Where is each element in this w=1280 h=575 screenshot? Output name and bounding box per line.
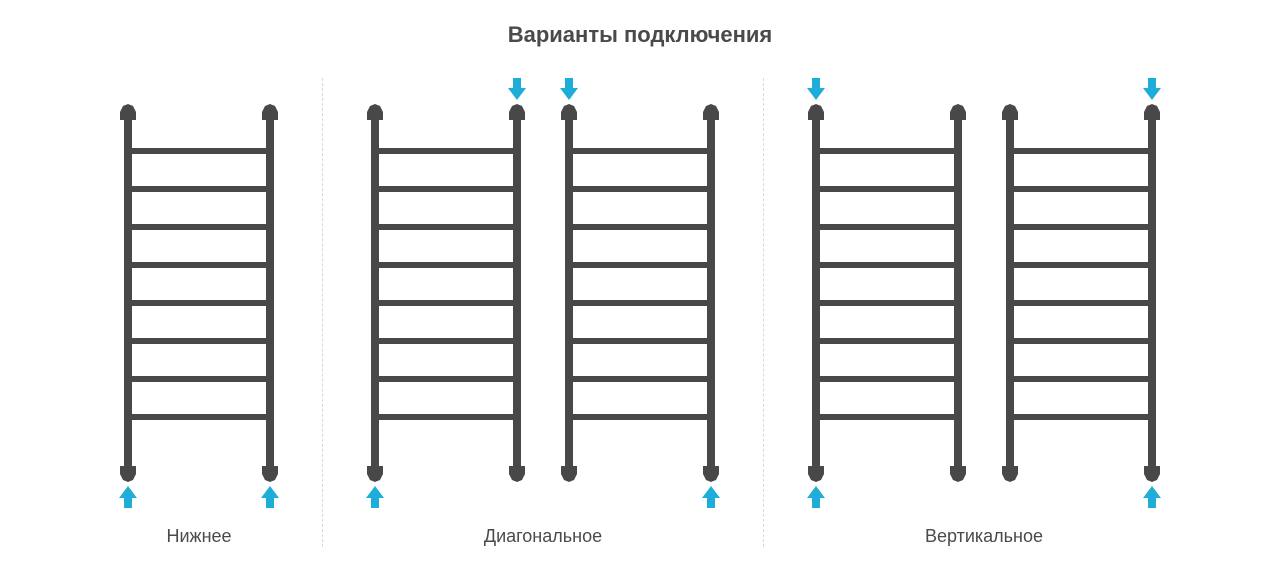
connection-section: Вертикальное: [764, 78, 1204, 547]
connection-section: Нижнее: [76, 78, 322, 547]
radiator-diagram: [114, 78, 284, 508]
arrow-down-icon: [508, 78, 526, 100]
arrow-up-icon: [1143, 486, 1161, 508]
arrow-up-icon: [702, 486, 720, 508]
arrow-up-icon: [261, 486, 279, 508]
radiator-group: [114, 78, 284, 508]
radiator-diagram: [361, 78, 531, 508]
sections-row: Нижнее Диагональное Вертикальное: [0, 78, 1280, 547]
radiator-diagram: [802, 78, 972, 508]
radiator-diagram: [996, 78, 1166, 508]
page-title: Варианты подключения: [0, 0, 1280, 48]
arrow-down-icon: [560, 78, 578, 100]
arrow-down-icon: [1143, 78, 1161, 100]
arrow-down-icon: [807, 78, 825, 100]
connection-section: Диагональное: [323, 78, 763, 547]
radiator-group: [802, 78, 1166, 508]
arrow-up-icon: [366, 486, 384, 508]
section-caption: Вертикальное: [925, 526, 1043, 547]
radiator-diagram: [555, 78, 725, 508]
arrow-up-icon: [807, 486, 825, 508]
arrow-up-icon: [119, 486, 137, 508]
section-caption: Диагональное: [484, 526, 602, 547]
section-caption: Нижнее: [166, 526, 231, 547]
radiator-group: [361, 78, 725, 508]
